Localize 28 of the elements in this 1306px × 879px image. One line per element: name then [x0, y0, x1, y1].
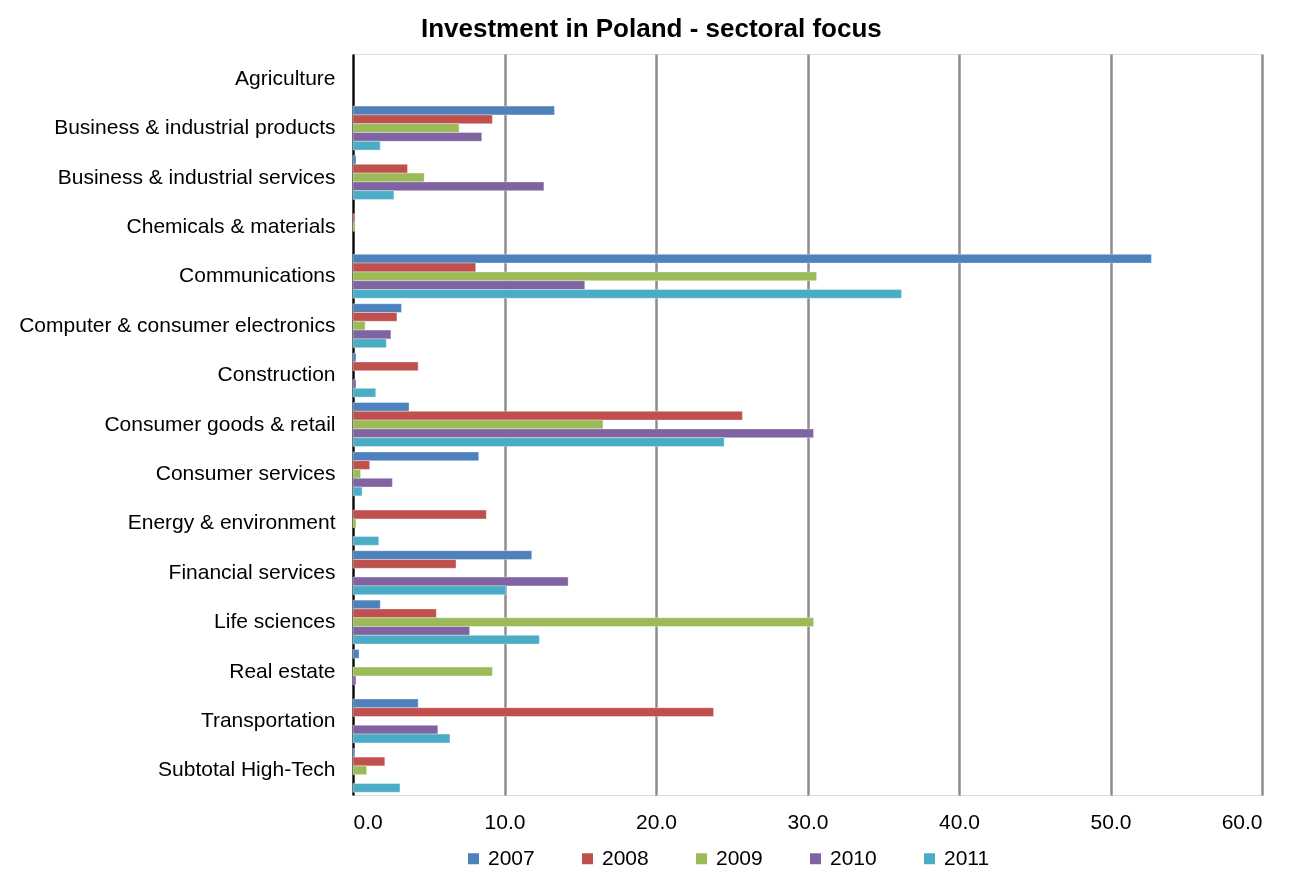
y-tick-label: Computer & consumer electronics — [19, 312, 336, 336]
x-tick-label: 60.0 — [1221, 809, 1263, 833]
legend-label: 2010 — [830, 845, 877, 869]
legend-label: 2009 — [716, 845, 763, 869]
y-tick-label: Chemicals & materials — [126, 213, 336, 237]
y-tick-label: Subtotal High-Tech — [158, 757, 336, 781]
y-tick-label: Agriculture — [235, 65, 336, 89]
legend-label: 2008 — [602, 845, 649, 869]
y-tick-label: Energy & environment — [127, 510, 336, 534]
y-tick-label: Life sciences — [214, 609, 336, 633]
legend-label: 2011 — [944, 845, 990, 869]
y-tick-label: Transportation — [200, 707, 336, 731]
y-tick-label: Business & industrial services — [57, 164, 336, 188]
y-tick-label: Construction — [217, 362, 336, 386]
chart-title: Investment in Poland - sectoral focus — [420, 13, 882, 43]
x-tick-label: 10.0 — [484, 809, 526, 833]
x-tick-label: 30.0 — [787, 809, 829, 833]
y-tick-label: Communications — [179, 263, 336, 287]
y-tick-label: Business & industrial products — [54, 115, 336, 139]
y-tick-label: Consumer services — [155, 460, 336, 484]
x-tick-label: 20.0 — [636, 809, 677, 833]
y-tick-label: Consumer goods & retail — [104, 411, 336, 435]
x-tick-label: 50.0 — [1090, 809, 1132, 833]
y-tick-label: Financial services — [168, 559, 336, 583]
y-tick-label: Real estate — [229, 658, 336, 682]
legend-label: 2007 — [488, 845, 535, 869]
x-tick-label: 0.0 — [353, 809, 383, 833]
x-tick-label: 40.0 — [939, 809, 980, 833]
